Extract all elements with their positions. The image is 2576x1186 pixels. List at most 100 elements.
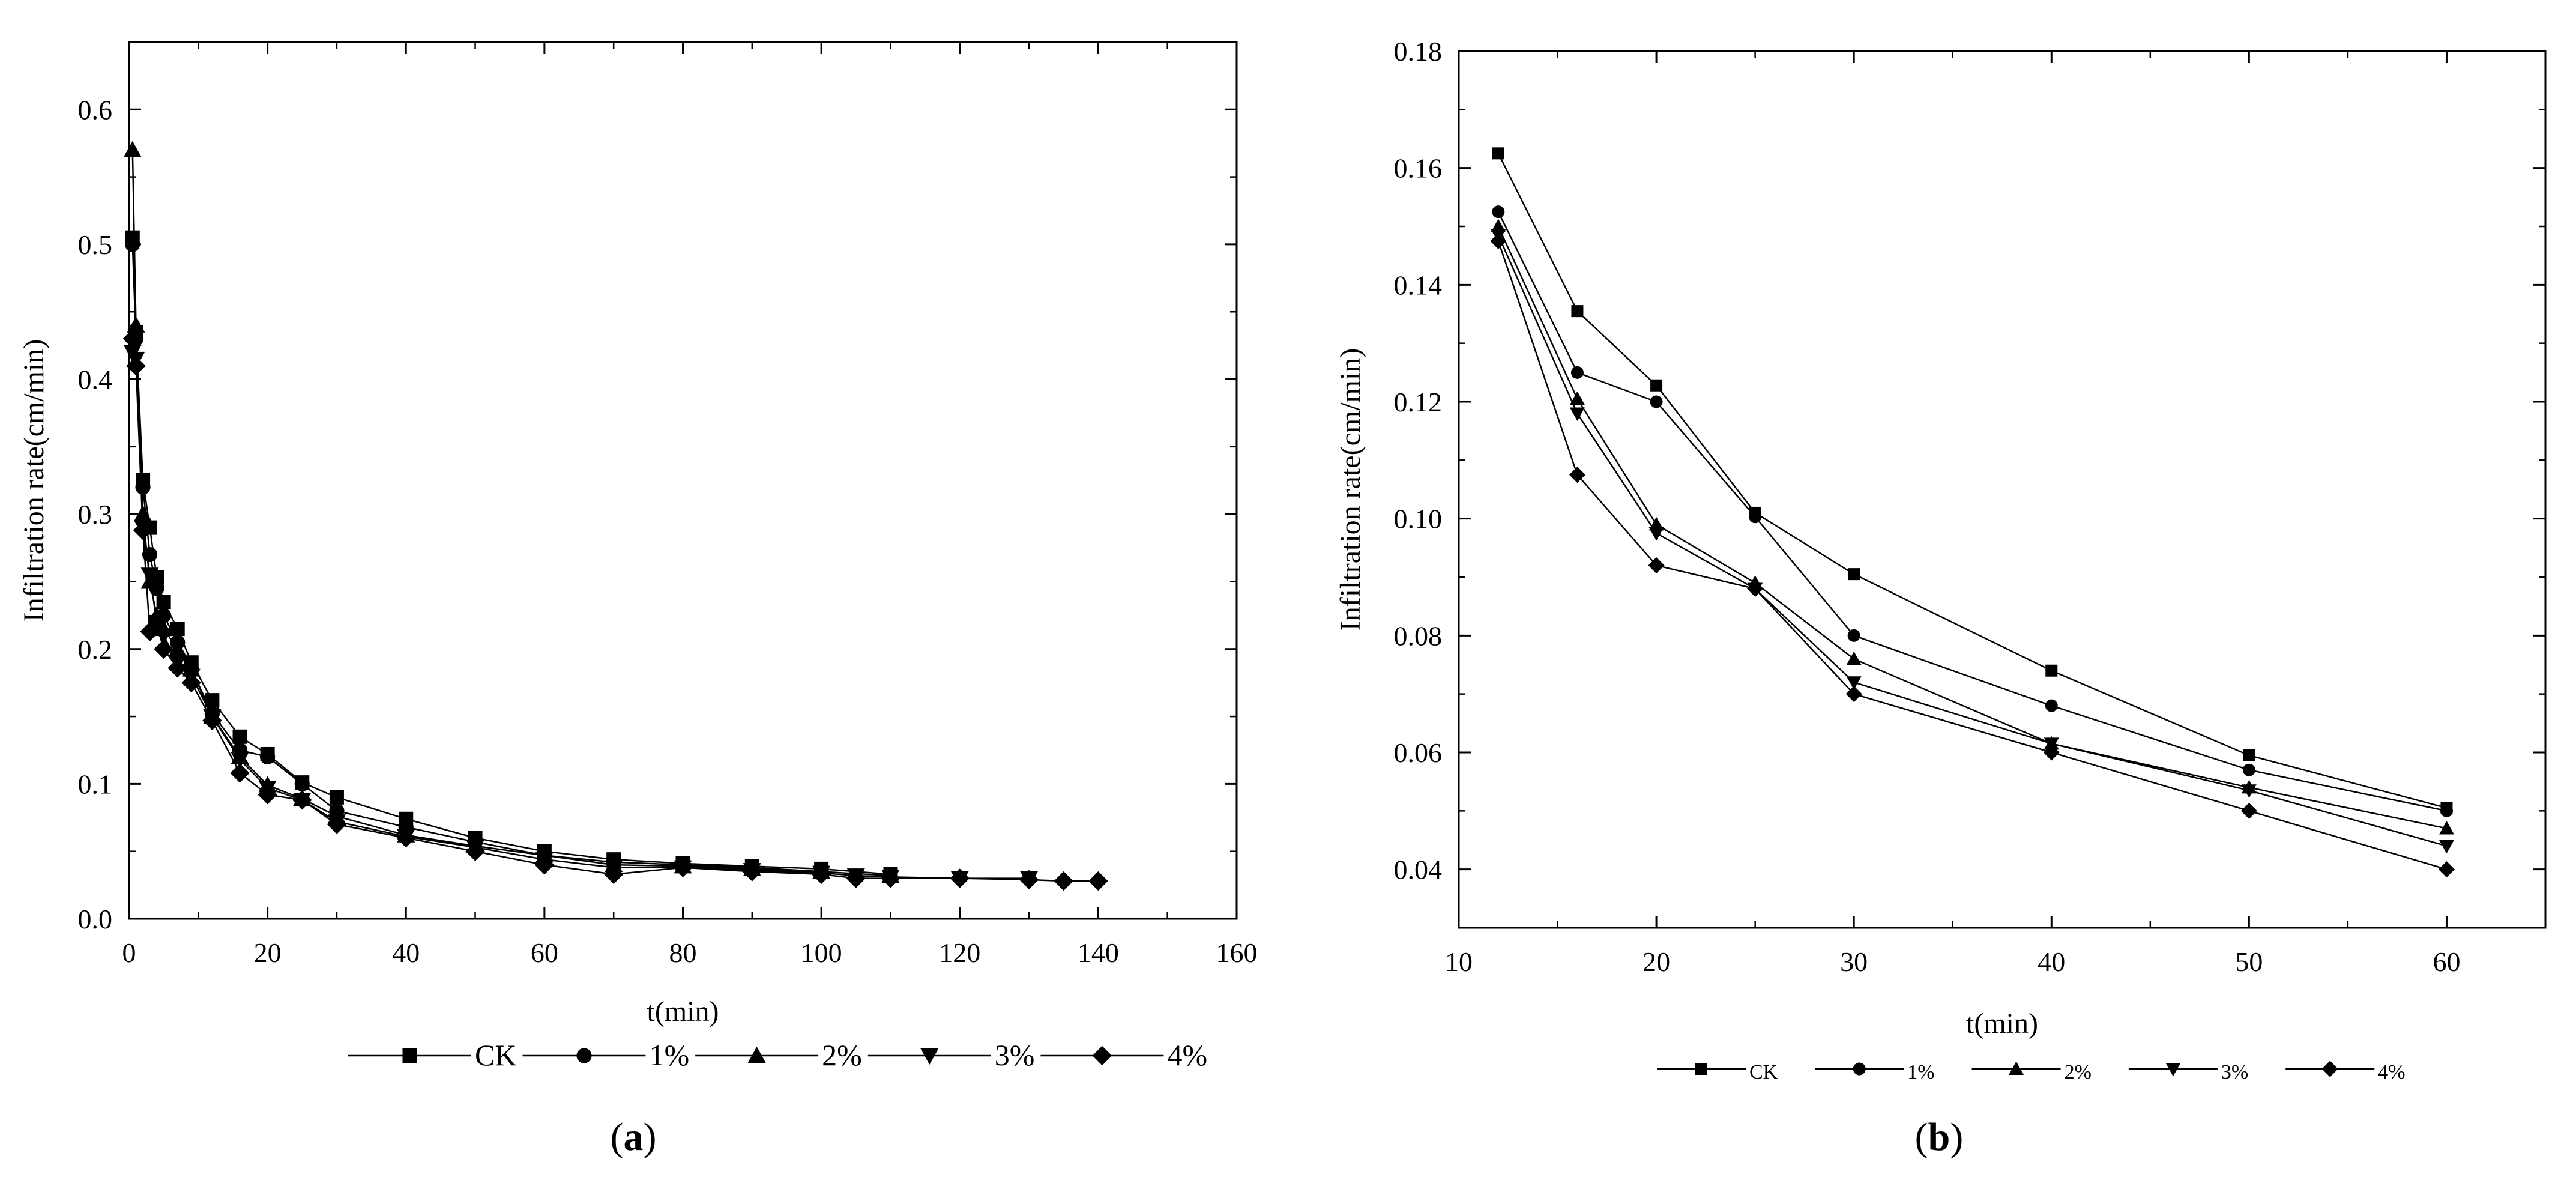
y-tick-label: 0.1: [78, 769, 113, 799]
data-point: [742, 862, 762, 882]
legend-item: 1%: [1815, 1061, 1935, 1083]
x-axis-title: t(min): [1966, 1008, 2038, 1039]
data-point: [465, 841, 485, 861]
x-tick-label: 10: [1445, 946, 1473, 977]
data-point: [950, 868, 970, 888]
x-tick-label: 20: [1642, 946, 1670, 977]
data-point: [1492, 205, 1505, 219]
series-4: [123, 345, 1039, 888]
legend: CK 1% 2% 3% 4%: [1657, 1060, 2406, 1083]
data-point: [1847, 629, 1860, 642]
series-2: [1492, 205, 2453, 817]
data-point: [146, 615, 167, 635]
series-line: [1497, 235, 2447, 847]
y-tick-label: 0.5: [78, 229, 113, 260]
legend-item: CK: [1657, 1061, 1778, 1083]
data-point: [2045, 664, 2058, 677]
series-5: [1490, 232, 2455, 878]
data-point: [125, 237, 140, 252]
data-point: [1088, 871, 1108, 891]
legend-item: 2%: [1971, 1061, 2092, 1083]
series-line: [1497, 211, 2447, 812]
data-point: [2241, 784, 2257, 798]
series-4: [1491, 229, 2454, 854]
data-point: [1490, 232, 1507, 249]
legend-label: 4%: [1167, 1038, 1207, 1072]
data-point: [2439, 840, 2454, 854]
x-tick-label: 120: [939, 937, 980, 968]
legend-label: 3%: [2221, 1061, 2248, 1083]
legend-label: 2%: [822, 1038, 862, 1072]
y-tick-label: 0.06: [1394, 737, 1443, 768]
data-point: [327, 814, 347, 834]
data-point: [1569, 467, 1585, 483]
legend-item: 1%: [522, 1038, 689, 1072]
y-tick-label: 0.12: [1394, 387, 1443, 417]
y-tick-label: 0.18: [1394, 36, 1443, 67]
series-5: [122, 328, 1108, 891]
series-line: [1497, 226, 2447, 829]
y-axis-title: Infiltration rate(cm/min): [18, 339, 50, 622]
data-point: [122, 328, 142, 349]
data-point: [1491, 219, 1506, 232]
data-point: [1019, 870, 1039, 890]
data-point: [1569, 391, 1585, 405]
data-point: [2243, 749, 2255, 761]
plot-frame: [1458, 50, 2547, 929]
x-axis-title: t(min): [647, 996, 719, 1027]
data-point: [292, 790, 312, 810]
data-point: [1648, 527, 1664, 541]
legend-label: 1%: [649, 1038, 689, 1072]
x-tick-label: 140: [1078, 937, 1119, 968]
data-point: [2242, 763, 2255, 776]
legend-label: 3%: [995, 1038, 1035, 1072]
legend-label: 2%: [2065, 1061, 2092, 1083]
data-point: [534, 855, 555, 875]
legend-marker: [1092, 1045, 1112, 1066]
x-tick-label: 60: [531, 937, 558, 968]
legend-label: CK: [475, 1038, 516, 1072]
data-point: [126, 355, 146, 376]
data-point: [2440, 804, 2453, 817]
x-tick-label: 30: [1840, 946, 1868, 977]
x-tick-label: 0: [122, 937, 136, 968]
x-tick-label: 40: [2038, 946, 2065, 977]
data-point: [673, 858, 693, 877]
data-point: [1848, 568, 1860, 581]
data-point: [230, 763, 250, 783]
data-point: [2043, 744, 2060, 761]
data-point: [154, 639, 173, 659]
legend-marker: [576, 1048, 592, 1063]
data-point: [1648, 557, 1665, 574]
series-2: [125, 237, 829, 879]
data-point: [202, 710, 222, 731]
y-tick-label: 0.6: [78, 94, 113, 125]
series-3: [1491, 219, 2454, 835]
series-1: [125, 230, 898, 882]
data-point: [123, 141, 142, 157]
legend-item: 3%: [2128, 1061, 2248, 1083]
data-point: [258, 785, 277, 805]
legend-marker: [2009, 1061, 2024, 1075]
data-point: [2240, 802, 2257, 819]
data-point: [1650, 395, 1663, 408]
data-point: [846, 868, 866, 888]
legend: CK 1% 2% 3% 4%: [348, 1038, 1207, 1072]
series-line: [1497, 240, 2447, 870]
data-point: [1569, 407, 1585, 421]
data-point: [1747, 580, 1764, 597]
data-point: [811, 864, 831, 885]
y-tick-label: 0.10: [1394, 504, 1443, 534]
data-point: [133, 520, 153, 540]
legend-item: 3%: [867, 1038, 1035, 1072]
legend-label: 1%: [1907, 1061, 1934, 1083]
data-point: [603, 864, 624, 885]
legend-marker: [1695, 1063, 1707, 1075]
x-tick-label: 20: [254, 937, 282, 968]
data-point: [127, 316, 145, 333]
data-point: [1749, 510, 1762, 524]
panel-label: (b): [1915, 1115, 1964, 1159]
legend-item: 4%: [2285, 1060, 2406, 1083]
y-tick-label: 0.2: [78, 634, 113, 665]
